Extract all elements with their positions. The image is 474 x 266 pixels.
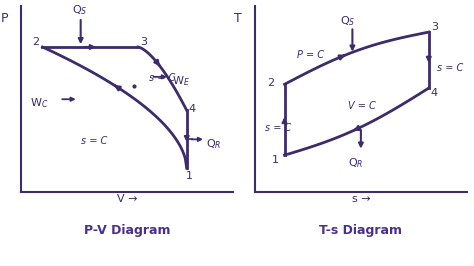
- Text: P-V Diagram: P-V Diagram: [84, 223, 171, 236]
- Y-axis label: T: T: [234, 12, 242, 25]
- Text: s = C: s = C: [437, 63, 464, 73]
- Text: W$_C$: W$_C$: [30, 97, 48, 110]
- X-axis label: s →: s →: [352, 194, 370, 204]
- Text: T-s Diagram: T-s Diagram: [319, 223, 402, 236]
- Text: s = C: s = C: [148, 73, 175, 82]
- Text: W$_E$: W$_E$: [172, 74, 190, 88]
- Text: Q$_S$: Q$_S$: [340, 15, 355, 28]
- Text: 2: 2: [32, 37, 39, 47]
- Y-axis label: P: P: [0, 12, 8, 25]
- Text: Q$_R$: Q$_R$: [206, 137, 221, 151]
- X-axis label: V →: V →: [117, 194, 137, 204]
- Text: 3: 3: [431, 22, 438, 32]
- Text: 2: 2: [267, 78, 274, 88]
- Text: Q$_S$: Q$_S$: [72, 3, 88, 17]
- Text: s = C: s = C: [265, 123, 292, 133]
- Text: 4: 4: [189, 104, 196, 114]
- Text: 3: 3: [140, 37, 147, 47]
- Text: s = C: s = C: [81, 136, 107, 146]
- Text: 1: 1: [272, 155, 279, 165]
- Text: P = C: P = C: [297, 50, 324, 60]
- Text: 4: 4: [431, 88, 438, 98]
- Text: Q$_R$: Q$_R$: [348, 156, 364, 170]
- Text: V = C: V = C: [348, 101, 376, 111]
- Text: 1: 1: [185, 171, 192, 181]
